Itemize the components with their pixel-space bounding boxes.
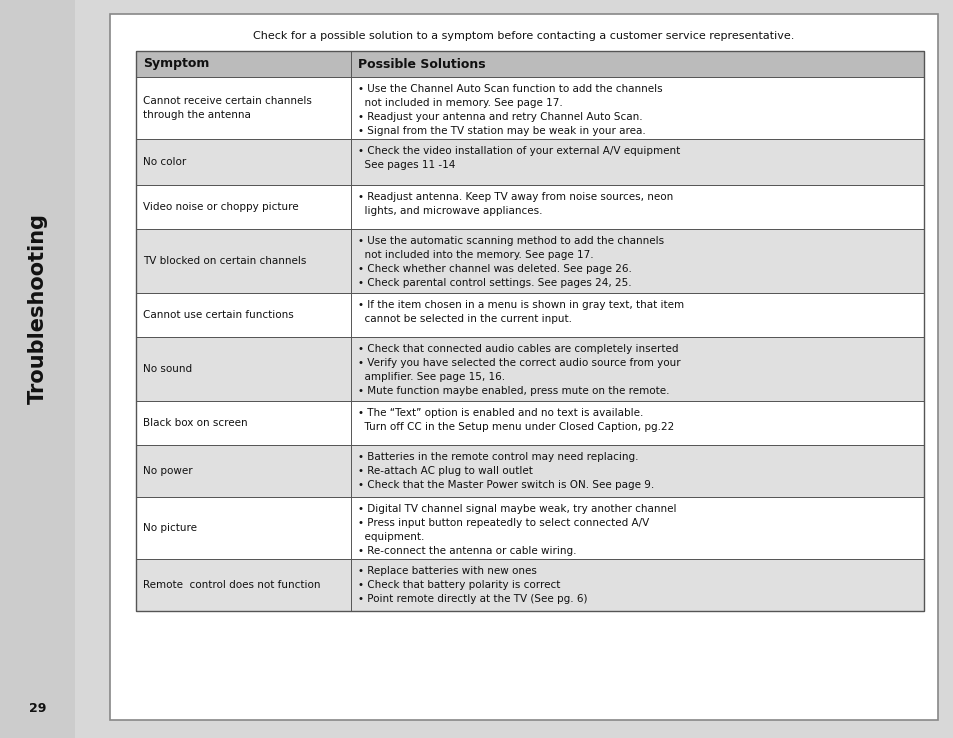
Text: Black box on screen: Black box on screen [143, 418, 248, 428]
Text: No power: No power [143, 466, 193, 476]
Text: Remote  control does not function: Remote control does not function [143, 580, 320, 590]
Bar [136, 293, 923, 337]
Bar [136, 401, 923, 445]
Text: No picture: No picture [143, 523, 196, 533]
Bar [136, 497, 923, 559]
Bar [136, 51, 923, 611]
Text: • The “Text” option is enabled and no text is available.
  Turn off CC in the Se: • The “Text” option is enabled and no te… [357, 408, 674, 432]
Bar [136, 185, 923, 229]
Text: TV blocked on certain channels: TV blocked on certain channels [143, 256, 306, 266]
Text: • Check that connected audio cables are completely inserted
• Verify you have se: • Check that connected audio cables are … [357, 344, 679, 396]
Text: • Replace batteries with new ones
• Check that battery polarity is correct
• Poi: • Replace batteries with new ones • Chec… [357, 566, 587, 604]
Bar [136, 445, 923, 497]
Text: Possible Solutions: Possible Solutions [357, 58, 485, 71]
Text: 29: 29 [29, 702, 46, 714]
Bar [136, 51, 923, 77]
Bar [136, 337, 923, 401]
Text: No color: No color [143, 157, 186, 167]
Text: • Use the automatic scanning method to add the channels
  not included into the : • Use the automatic scanning method to a… [357, 236, 663, 288]
Bar [0, 0, 75, 738]
Text: Check for a possible solution to a symptom before contacting a customer service : Check for a possible solution to a sympt… [253, 31, 794, 41]
Text: • If the item chosen in a menu is shown in gray text, that item
  cannot be sele: • If the item chosen in a menu is shown … [357, 300, 683, 324]
Text: • Readjust antenna. Keep TV away from noise sources, neon
  lights, and microwav: • Readjust antenna. Keep TV away from no… [357, 192, 673, 216]
Bar [136, 229, 923, 293]
Text: Symptom: Symptom [143, 58, 209, 71]
Text: • Use the Channel Auto Scan function to add the channels
  not included in memor: • Use the Channel Auto Scan function to … [357, 84, 662, 136]
Bar [136, 139, 923, 185]
Text: • Batteries in the remote control may need replacing.
• Re-attach AC plug to wal: • Batteries in the remote control may ne… [357, 452, 654, 490]
Text: • Check the video installation of your external A/V equipment
  See pages 11 -14: • Check the video installation of your e… [357, 146, 679, 170]
Text: No sound: No sound [143, 364, 192, 374]
Text: Cannot use certain functions: Cannot use certain functions [143, 310, 294, 320]
Text: Video noise or choppy picture: Video noise or choppy picture [143, 202, 298, 212]
Bar [110, 14, 937, 720]
Bar [136, 559, 923, 611]
Bar [136, 77, 923, 139]
Text: • Digital TV channel signal maybe weak, try another channel
• Press input button: • Digital TV channel signal maybe weak, … [357, 504, 676, 556]
Text: Cannot receive certain channels
through the antenna: Cannot receive certain channels through … [143, 96, 312, 120]
Text: Troubleshooting: Troubleshooting [28, 213, 48, 404]
